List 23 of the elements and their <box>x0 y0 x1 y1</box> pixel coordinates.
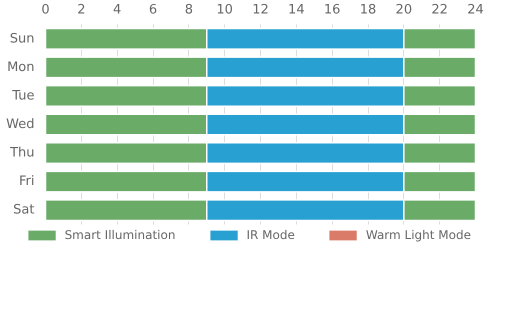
x-tick-label: 6 <box>148 2 158 18</box>
y-tick-label: Wed <box>6 117 34 132</box>
x-tick-label: 0 <box>41 2 50 18</box>
y-tick-label: Fri <box>19 174 35 190</box>
x-tick-label: 16 <box>324 2 340 18</box>
y-tick-label: Mon <box>7 60 35 75</box>
x-tick-label: 4 <box>113 2 122 18</box>
x-tick-label: 2 <box>77 2 86 18</box>
x-tick-label: 20 <box>396 2 412 18</box>
y-tick-label: Tue <box>11 88 35 104</box>
legend-label: IR Mode <box>246 228 295 242</box>
x-tick-label: 10 <box>216 2 233 18</box>
y-tick-label: Sun <box>10 31 35 46</box>
x-tick-label: 12 <box>252 2 269 18</box>
x-tick-label: 18 <box>360 2 376 18</box>
y-tick-label: Thu <box>9 146 34 161</box>
x-tick-label: 8 <box>184 2 193 18</box>
x-tick-label: 14 <box>288 2 305 18</box>
y-tick-label: Sat <box>13 202 35 218</box>
x-tick-label: 24 <box>467 2 484 18</box>
x-tick-label: 22 <box>431 2 448 18</box>
legend-label: Smart Illumination <box>64 228 176 242</box>
legend-label: Warm Light Mode <box>366 228 471 242</box>
